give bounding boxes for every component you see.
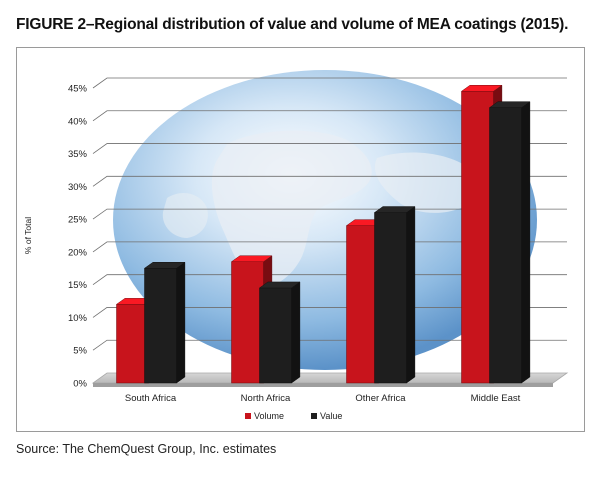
gridline bbox=[92, 77, 567, 89]
gridline bbox=[92, 175, 567, 187]
x-category-label: North Africa bbox=[241, 393, 291, 404]
globe-background-image bbox=[113, 70, 537, 370]
y-tick-label: 35% bbox=[68, 149, 88, 160]
bar-value-other-africa bbox=[373, 206, 416, 384]
y-tick-label: 5% bbox=[73, 346, 87, 357]
bar-value-middle-east bbox=[488, 101, 531, 384]
x-category-label: Middle East bbox=[471, 393, 521, 404]
y-tick-label: 0% bbox=[73, 379, 87, 390]
x-category-label: Other Africa bbox=[355, 393, 406, 404]
bar-chart: 0% 5% 10% 15% 20% 25% 30% 35% 40% 45% % of Total S… bbox=[23, 70, 569, 421]
gridline bbox=[92, 143, 567, 154]
chart-floor-edge bbox=[93, 383, 553, 387]
bar-value-north-africa bbox=[258, 281, 301, 384]
y-axis-title: % of Total bbox=[23, 217, 33, 254]
y-tick-label: 25% bbox=[68, 215, 88, 226]
legend-label-volume: Volume bbox=[254, 411, 284, 421]
y-tick-label: 40% bbox=[68, 116, 88, 127]
legend-label-value: Value bbox=[320, 411, 342, 421]
figure-source: Source: The ChemQuest Group, Inc. estima… bbox=[16, 442, 277, 456]
y-tick-label: 20% bbox=[68, 247, 88, 258]
y-tick-label: 45% bbox=[68, 84, 88, 95]
legend-swatch-volume bbox=[245, 413, 251, 419]
chart-frame: 0% 5% 10% 15% 20% 25% 30% 35% 40% 45% % of Total S… bbox=[16, 47, 585, 432]
x-category-label: South Africa bbox=[125, 393, 177, 404]
y-tick-label: 30% bbox=[68, 182, 88, 193]
figure-title: FIGURE 2–Regional distribution of value … bbox=[16, 16, 569, 33]
y-tick-label: 15% bbox=[68, 280, 88, 291]
bar-value-south-africa bbox=[143, 261, 186, 384]
y-tick-label: 10% bbox=[68, 313, 88, 324]
legend-swatch-value bbox=[311, 413, 317, 419]
gridline bbox=[92, 110, 567, 122]
